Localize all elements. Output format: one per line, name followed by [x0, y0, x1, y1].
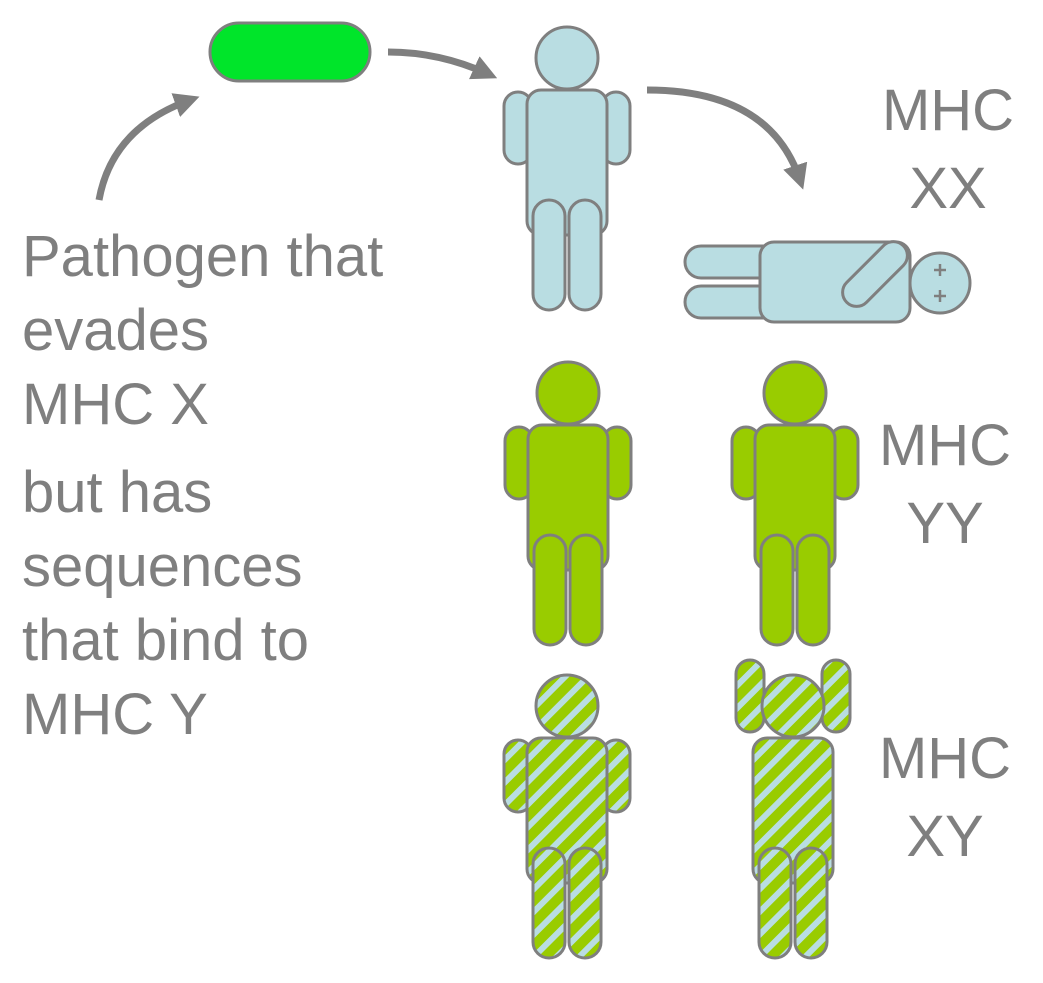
description-line: MHC X — [22, 372, 209, 437]
mhc-xx-label-line2: XX — [909, 156, 987, 221]
person-xy-2-arms-up — [734, 658, 852, 960]
description-line: MHC Y — [22, 682, 208, 747]
mhc-yy-label-line1: MHC — [878, 413, 1012, 478]
description-line: that bind to — [22, 608, 309, 673]
description-line: sequences — [22, 534, 303, 599]
arrow-person-to-dead — [646, 86, 808, 190]
description-line: evades — [22, 298, 210, 363]
person-yy-2 — [730, 360, 860, 647]
mhc-xy-label-line1: MHC — [878, 726, 1012, 791]
person-yy-1 — [503, 360, 633, 647]
dead-eyes-icon — [934, 264, 946, 302]
pathogen-capsule — [208, 21, 372, 83]
mhc-xx-label-line1: MHC — [881, 78, 1015, 143]
mhc-xy-label-line2: XY — [906, 804, 984, 869]
mhc-yy-label-line2: YY — [906, 491, 984, 556]
arrow-text-to-pathogen — [95, 93, 200, 201]
description-line: Pathogen that — [22, 224, 384, 289]
person-xx-dead — [683, 240, 972, 324]
description-line: but has — [22, 460, 213, 525]
person-xy-1 — [502, 673, 632, 960]
arrow-pathogen-to-person — [387, 48, 498, 80]
person-xx-standing — [502, 25, 632, 312]
